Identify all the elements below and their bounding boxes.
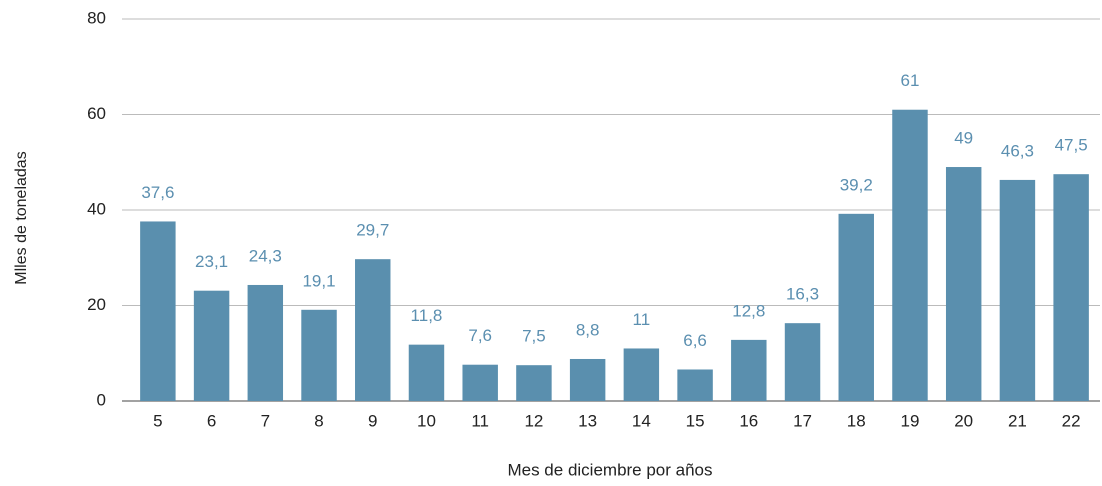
- data-label: 11,8: [411, 306, 443, 325]
- x-tick-label: 9: [368, 411, 377, 430]
- x-tick-label: 11: [471, 411, 489, 430]
- data-label: 19,1: [302, 271, 335, 290]
- bar: [247, 284, 284, 401]
- bar: [677, 369, 713, 401]
- y-tick-label: 20: [87, 295, 106, 314]
- bar: [999, 179, 1036, 401]
- x-tick-label: 18: [847, 411, 866, 430]
- x-axis-title: Mes de diciembre por años: [507, 460, 712, 479]
- x-tick-label: 10: [417, 411, 436, 430]
- data-label: 8,8: [576, 320, 600, 339]
- bar: [731, 339, 767, 401]
- x-tick-label: 7: [261, 411, 270, 430]
- data-label: 47,5: [1055, 136, 1088, 155]
- x-tick-label: 5: [153, 411, 162, 430]
- data-label: 23,1: [195, 252, 228, 271]
- bar: [623, 348, 660, 401]
- data-label: 37,6: [141, 183, 174, 202]
- bar: [784, 323, 821, 401]
- data-label: 6,6: [683, 331, 707, 350]
- x-tick-label: 21: [1008, 411, 1027, 430]
- bar: [838, 213, 874, 401]
- data-label: 7,6: [468, 326, 492, 345]
- y-axis-title: Mlles de toneladas: [13, 151, 30, 284]
- data-label: 49: [954, 129, 973, 148]
- x-tick-label: 17: [793, 411, 812, 430]
- bar: [301, 309, 337, 401]
- data-label: 24,3: [249, 246, 282, 265]
- x-tick-label: 15: [686, 411, 705, 430]
- bar: [945, 167, 982, 401]
- bar: [462, 364, 498, 401]
- x-tick-label: 20: [954, 411, 973, 430]
- y-tick-label: 0: [97, 390, 106, 409]
- data-label: 61: [901, 71, 920, 90]
- x-tick-label: 12: [524, 411, 543, 430]
- bar: [892, 109, 928, 401]
- bar: [516, 365, 552, 401]
- y-tick-label: 80: [87, 8, 106, 27]
- x-tick-label: 19: [901, 411, 920, 430]
- bar: [140, 221, 176, 401]
- data-label: 7,5: [522, 327, 546, 346]
- bar: [355, 259, 391, 401]
- data-label: 39,2: [840, 175, 873, 194]
- bar: [1053, 174, 1089, 401]
- x-tick-label: 14: [632, 411, 651, 430]
- data-label: 29,7: [356, 221, 389, 240]
- data-label: 16,3: [786, 285, 819, 304]
- y-tick-label: 40: [87, 199, 106, 218]
- data-label: 11: [633, 310, 651, 329]
- x-tick-label: 13: [578, 411, 597, 430]
- x-tick-label: 16: [739, 411, 758, 430]
- x-tick-label: 8: [314, 411, 323, 430]
- bar: [569, 358, 606, 401]
- bar: [408, 344, 445, 401]
- data-label: 12,8: [732, 301, 765, 320]
- y-tick-label: 60: [87, 104, 106, 123]
- data-label: 46,3: [1001, 141, 1034, 160]
- x-tick-label: 6: [207, 411, 216, 430]
- bar: [193, 290, 230, 401]
- x-tick-label: 22: [1062, 411, 1081, 430]
